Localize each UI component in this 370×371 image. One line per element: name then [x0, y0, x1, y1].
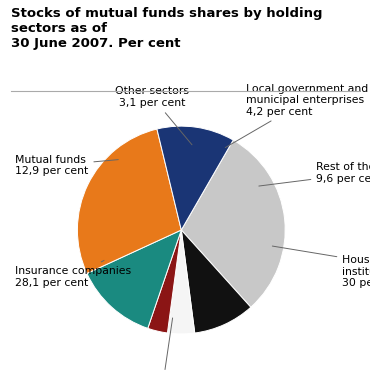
- Text: Local government and
municipal enterprises
4,2 per cent: Local government and municipal enterpris…: [225, 83, 368, 148]
- Wedge shape: [157, 126, 233, 230]
- Wedge shape: [77, 129, 181, 273]
- Wedge shape: [181, 140, 285, 307]
- Wedge shape: [167, 230, 195, 334]
- Text: Stocks of mutual funds shares by holding sectors as of
30 June 2007. Per cent: Stocks of mutual funds shares by holding…: [11, 7, 323, 50]
- Text: Other sectors
3,1 per cent: Other sectors 3,1 per cent: [115, 86, 192, 145]
- Wedge shape: [148, 230, 181, 333]
- Text: Insurance companies
28,1 per cent: Insurance companies 28,1 per cent: [15, 260, 131, 288]
- Text: Other private non-
financial corporations 12,1 per cent: Other private non- financial corporation…: [65, 318, 260, 371]
- Text: Rest of the world
9,6 per cent: Rest of the world 9,6 per cent: [259, 162, 370, 186]
- Text: Mutual funds
12,9 per cent: Mutual funds 12,9 per cent: [15, 155, 118, 177]
- Wedge shape: [181, 230, 251, 333]
- Text: Households incl non-profit
institutions serving households
30 per cent: Households incl non-profit institutions …: [272, 246, 370, 288]
- Wedge shape: [87, 230, 181, 328]
